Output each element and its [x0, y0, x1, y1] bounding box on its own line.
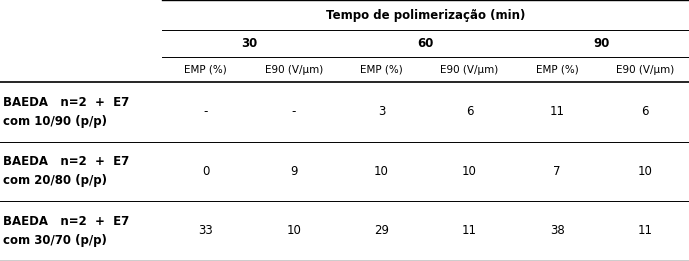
- Text: 9: 9: [290, 165, 298, 178]
- Text: 30: 30: [242, 37, 258, 50]
- Text: 10: 10: [374, 165, 389, 178]
- Text: 7: 7: [553, 165, 561, 178]
- Text: 10: 10: [462, 165, 477, 178]
- Text: 38: 38: [550, 224, 564, 238]
- Text: EMP (%): EMP (%): [536, 65, 579, 75]
- Text: 10: 10: [637, 165, 652, 178]
- Text: 11: 11: [550, 105, 565, 118]
- Text: 0: 0: [202, 165, 209, 178]
- Text: 11: 11: [462, 224, 477, 238]
- Text: 29: 29: [374, 224, 389, 238]
- Text: 10: 10: [286, 224, 301, 238]
- Text: BAEDA   n=2  +  E7
com 30/70 (p/p): BAEDA n=2 + E7 com 30/70 (p/p): [3, 215, 130, 247]
- Text: E90 (V/μm): E90 (V/μm): [440, 65, 499, 75]
- Text: 3: 3: [378, 105, 385, 118]
- Text: -: -: [291, 105, 296, 118]
- Text: E90 (V/μm): E90 (V/μm): [265, 65, 323, 75]
- Text: 11: 11: [637, 224, 652, 238]
- Text: 33: 33: [198, 224, 213, 238]
- Text: EMP (%): EMP (%): [185, 65, 227, 75]
- Text: BAEDA   n=2  +  E7
com 20/80 (p/p): BAEDA n=2 + E7 com 20/80 (p/p): [3, 156, 130, 187]
- Text: EMP (%): EMP (%): [360, 65, 403, 75]
- Text: BAEDA   n=2  +  E7
com 10/90 (p/p): BAEDA n=2 + E7 com 10/90 (p/p): [3, 96, 130, 128]
- Text: 60: 60: [418, 37, 433, 50]
- Text: 6: 6: [641, 105, 649, 118]
- Text: Tempo de polimerização (min): Tempo de polimerização (min): [326, 9, 525, 21]
- Text: E90 (V/μm): E90 (V/μm): [616, 65, 675, 75]
- Text: 90: 90: [593, 37, 609, 50]
- Text: -: -: [204, 105, 208, 118]
- Text: 6: 6: [466, 105, 473, 118]
